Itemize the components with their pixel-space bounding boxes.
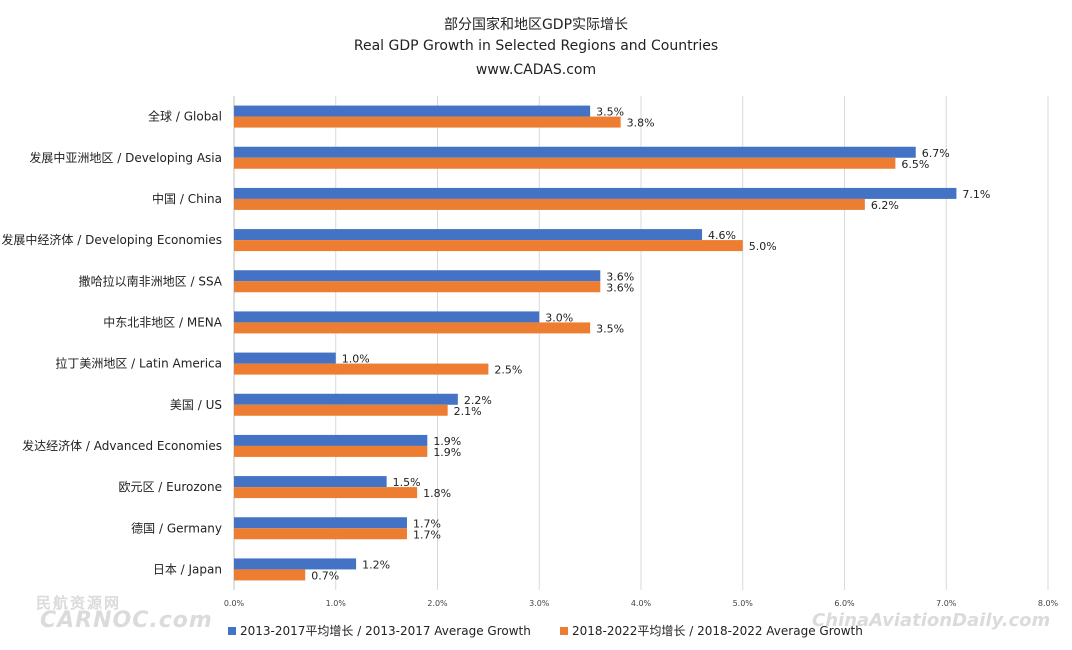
bar [234, 487, 418, 499]
category-label: 全球 / Global [148, 109, 222, 124]
x-tick-label: 3.0% [529, 599, 550, 608]
data-label: 3.5% [596, 106, 624, 119]
data-label: 1.7% [413, 528, 441, 541]
legend-swatch-2013-2017 [228, 626, 236, 635]
bar [234, 528, 407, 540]
x-tick-label: 2.0% [427, 599, 448, 608]
bar [234, 404, 448, 416]
x-tick-label: 0.0% [224, 599, 245, 608]
data-label: 6.2% [871, 199, 899, 212]
data-label: 7.1% [962, 188, 990, 201]
bar [234, 240, 743, 252]
bar [234, 311, 540, 323]
watermark-carnoc-chinese: 民航资源网 [36, 594, 122, 612]
data-label: 0.7% [311, 569, 339, 582]
category-label: 中国 / China [152, 191, 222, 206]
bar [234, 558, 357, 570]
data-label: 2.5% [494, 364, 522, 377]
legend: 2013-2017平均增长 / 2013-2017 Average Growth… [0, 622, 1072, 640]
bar [234, 270, 601, 282]
bar [234, 229, 703, 241]
watermark-carnoc: CARNOC.com [40, 608, 213, 633]
legend-item-2018-2022: 2018-2022平均增长 / 2018-2022 Average Growth [560, 622, 863, 639]
x-tick-label: 8.0% [1038, 599, 1059, 608]
category-label: 美国 / US [170, 398, 222, 412]
bar [234, 198, 865, 210]
bar [234, 393, 458, 405]
bar [234, 352, 336, 364]
data-label: 2.1% [454, 405, 482, 418]
legend-swatch-2018-2022 [560, 626, 568, 635]
legend-label-2013-2017: 2013-2017平均增长 / 2013-2017 Average Growth [240, 624, 531, 638]
category-label: 日本 / Japan [153, 562, 222, 576]
data-label: 2.2% [464, 394, 492, 407]
bar [234, 105, 591, 117]
data-label: 3.0% [545, 311, 573, 324]
category-label: 发展中亚洲地区 / Developing Asia [29, 150, 222, 165]
data-label: 5.0% [749, 240, 777, 253]
legend-item-2013-2017: 2013-2017平均增长 / 2013-2017 Average Growth [228, 622, 531, 639]
bar [234, 322, 591, 334]
data-label: 3.6% [606, 270, 634, 283]
data-label: 6.5% [901, 158, 929, 171]
data-label: 4.6% [708, 229, 736, 242]
category-label: 发展中经济体 / Developing Economies [1, 232, 222, 247]
chart-title-english: Real GDP Growth in Selected Regions and … [353, 38, 719, 54]
bar [234, 157, 896, 169]
bar [234, 187, 957, 199]
data-label: 1.8% [423, 487, 451, 500]
x-tick-label: 7.0% [936, 599, 957, 608]
bar [234, 445, 428, 457]
data-label: 1.9% [433, 446, 461, 459]
data-label: 6.7% [922, 147, 950, 160]
bar [234, 434, 428, 446]
data-label: 3.8% [627, 117, 655, 130]
category-label: 德国 / Germany [131, 520, 222, 535]
bar [234, 281, 601, 293]
bar [234, 569, 306, 581]
data-label: 3.5% [596, 322, 624, 335]
category-label: 发达经济体 / Advanced Economies [22, 438, 222, 453]
bar [234, 476, 387, 488]
bar [234, 146, 916, 158]
x-tick-label: 6.0% [834, 599, 855, 608]
category-label: 欧元区 / Eurozone [118, 480, 222, 494]
bar [234, 363, 489, 375]
data-label: 3.6% [606, 281, 634, 294]
category-label: 中东北非地区 / MENA [103, 314, 223, 329]
data-label: 1.5% [393, 476, 421, 489]
category-label: 拉丁美洲地区 / Latin America [55, 356, 222, 371]
data-label: 1.7% [413, 517, 441, 530]
legend-label-2018-2022: 2018-2022平均增长 / 2018-2022 Average Growth [572, 624, 863, 638]
category-label: 撒哈拉以南非洲地区 / SSA [79, 273, 223, 288]
x-tick-label: 5.0% [733, 599, 754, 608]
bar [234, 116, 621, 128]
bar [234, 517, 407, 529]
data-label: 1.2% [362, 558, 390, 571]
x-tick-label: 1.0% [326, 599, 347, 608]
watermark-china-aviation-daily: ChinaAviationDaily.com [812, 610, 1051, 631]
data-label: 1.9% [433, 435, 461, 448]
chart-subtitle-website: www.CADAS.com [475, 62, 597, 78]
chart-title-chinese: 部分国家和地区GDP实际增长 [443, 17, 629, 33]
x-tick-label: 4.0% [631, 599, 652, 608]
data-label: 1.0% [342, 353, 370, 366]
